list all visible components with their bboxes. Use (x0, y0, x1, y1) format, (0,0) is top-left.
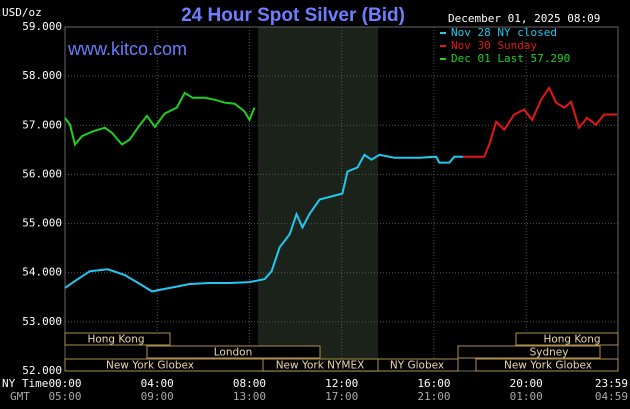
x-tick-label: 04:00 (141, 377, 174, 390)
trading-highlight (258, 27, 378, 372)
x-tick-label: 00:00 (48, 377, 81, 390)
session-label: NY Globex (390, 360, 444, 372)
session-box (457, 345, 601, 359)
y-tick-label: 54.000 (22, 266, 62, 279)
session-box (146, 345, 321, 359)
x2-tick-label: 01:00 (510, 390, 543, 403)
series-line (463, 85, 617, 158)
timestamp: December 01, 2025 08:09 (448, 12, 600, 25)
x-tick-label: 12:00 (325, 377, 358, 390)
x-tick-label: 20:00 (510, 377, 543, 390)
x2-tick-label: 17:00 (325, 390, 358, 403)
legend-label: Dec 01 Last 57.290 (451, 52, 570, 65)
y-tick-label: 52.000 (22, 364, 62, 377)
session-box (475, 358, 619, 372)
session-box (377, 358, 459, 372)
y-tick-label: 55.000 (22, 217, 62, 230)
y-tick-label: 58.000 (22, 69, 62, 82)
series-line (64, 91, 256, 147)
session-label: Hong Kong (87, 334, 144, 346)
x2-tick-label: 05:00 (48, 390, 81, 403)
website: www.kitco.com (67, 39, 187, 59)
x2-tick-label: 13:00 (233, 390, 266, 403)
chart-title: 24 Hour Spot Silver (Bid) (181, 5, 405, 26)
session-box (515, 332, 619, 346)
x-tick-label: 08:00 (233, 377, 266, 390)
x2-tick-label: 04:59 (595, 390, 628, 403)
y-tick-label: 57.000 (22, 118, 62, 131)
session-label: New York NYMEX (276, 360, 365, 372)
y-axis-label: USD/oz (2, 6, 42, 19)
session-label: London (214, 347, 253, 359)
x-tick-label: 16:00 (417, 377, 450, 390)
x2-axis-label: GMT (10, 390, 30, 403)
legend-label: Nov 28 NY closed (451, 26, 557, 39)
x-tick-label: 23:59 (595, 377, 628, 390)
y-tick-label: 56.000 (22, 167, 62, 180)
legend-label: Nov 30 Sunday (451, 39, 537, 52)
session-label: New York Globex (504, 360, 592, 372)
series-line (64, 153, 464, 293)
y-tick-label: 59.000 (22, 20, 62, 33)
x2-tick-label: 09:00 (141, 390, 174, 403)
sessions: Hong Kong London New York Globex New Yor… (64, 332, 619, 372)
session-label: Sydney (530, 347, 569, 359)
session-label: New York Globex (106, 360, 194, 372)
x2-tick-label: 21:00 (417, 390, 450, 403)
session-box (64, 332, 171, 346)
lines (64, 85, 617, 293)
session-label: Hong Kong (543, 334, 600, 346)
x-axis-label: NY Time (2, 377, 48, 390)
y-tick-label: 53.000 (22, 315, 62, 328)
